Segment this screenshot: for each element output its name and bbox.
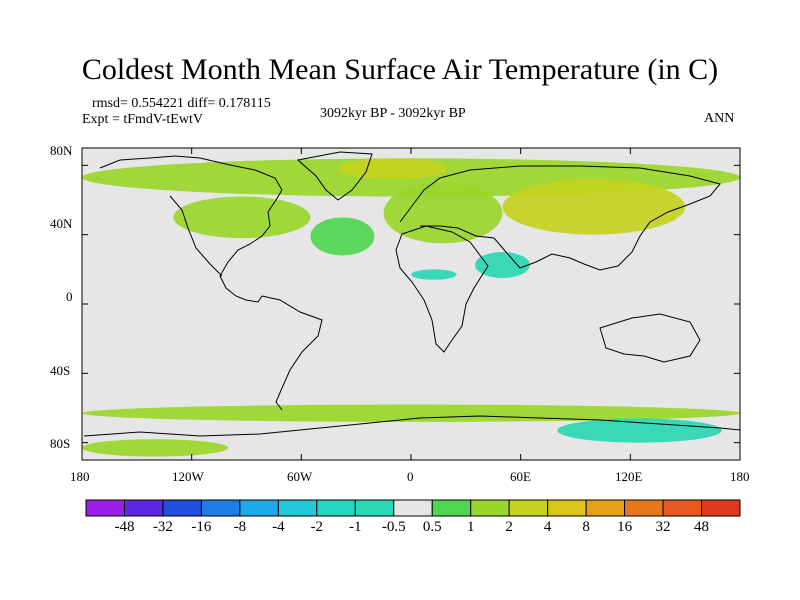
region-europe [383,182,503,244]
colorbar-swatch-2 [162,499,202,517]
colorbar-label-12: 8 [582,519,590,535]
map-plot-area [81,147,741,461]
lat-label-40s: 40S [50,363,71,378]
colorbar-label-6: -1 [349,519,362,535]
colorbar-swatch-11 [508,499,549,517]
region-sahara [411,269,457,280]
colorbar-swatch-5 [277,499,318,517]
colorbar-label-9: 1 [466,519,475,535]
colorbar-swatch-13 [585,499,626,517]
colorbar-swatch-16 [701,499,741,517]
lon-label-60w: 60W [287,469,313,484]
colorbar-swatch-3 [200,499,241,517]
colorbar-label-0: -48 [114,519,135,535]
colorbar-swatch-0 [85,499,125,517]
lat-label-0: 0 [66,289,73,304]
colorbar-label-4: -4 [272,519,285,535]
region-east-antarctica [557,418,722,443]
colorbar-swatch-12 [547,499,587,517]
stats-line: rmsd= 0.554221 diff= 0.178115 [92,96,271,111]
experiment-label: Expt = tFmdV-tEwtV [82,112,203,127]
season-label: ANN [704,111,735,126]
coast-south-america [261,295,323,411]
lon-label-0: 0 [407,469,414,484]
period-label: 3092kyr BP - 3092kyr BP [320,106,466,121]
colorbar-label-1: -32 [152,519,173,535]
lon-label-180w: 180 [70,469,90,484]
colorbar-label-5: -2 [310,519,324,535]
coast-greenland [296,151,373,201]
region-north-atlantic [310,217,375,256]
colorbar-swatch-8 [393,499,433,517]
map-title: Coldest Month Mean Surface Air Temperatu… [81,53,719,86]
colorbar-label-3: -8 [233,519,247,535]
coast-australia [599,313,701,363]
colorbar-label-7: -0.5 [381,519,406,535]
lon-label-60e: 60E [510,469,531,484]
coast-antarctica [83,415,740,437]
colorbar-swatch-7 [354,499,395,517]
colorbar [85,499,741,517]
colorbar-swatch-9 [431,499,472,517]
coastlines [83,151,740,437]
colorbar-label-14: 32 [655,519,671,535]
coast-africa [395,225,489,353]
region-greenland-north [337,158,448,180]
colorbar-swatch-10 [470,499,510,517]
lon-label-120e: 120E [615,469,643,484]
colorbar-swatch-6 [316,499,356,517]
axis-ticks [81,148,741,460]
colorbar-label-8: 0.5 [422,519,442,535]
colorbar-swatch-14 [624,499,664,517]
region-southern-ocean [82,404,740,422]
region-north-america-belt [173,196,311,239]
lat-label-80n: 80N [50,143,73,158]
coast-eurasia [399,165,721,271]
region-siberia [502,179,686,235]
colorbar-swatch-4 [239,499,279,517]
region-middle-east [474,252,530,278]
region-antarctica-south [82,439,229,457]
colorbar-label-2: -16 [191,519,212,535]
lon-label-180e: 180 [730,469,750,484]
lat-label-40n: 40N [50,216,73,231]
colorbar-label-13: 16 [617,519,633,535]
coast-north-america [99,155,283,303]
colorbar-swatch-15 [662,499,703,517]
colorbar-label-15: 48 [694,519,710,535]
lon-label-120w: 120W [172,469,204,484]
lat-label-80s: 80S [50,436,71,451]
colorbar-label-11: 4 [543,519,552,535]
colorbar-label-10: 2 [505,519,513,535]
colorbar-swatch-1 [123,499,164,517]
